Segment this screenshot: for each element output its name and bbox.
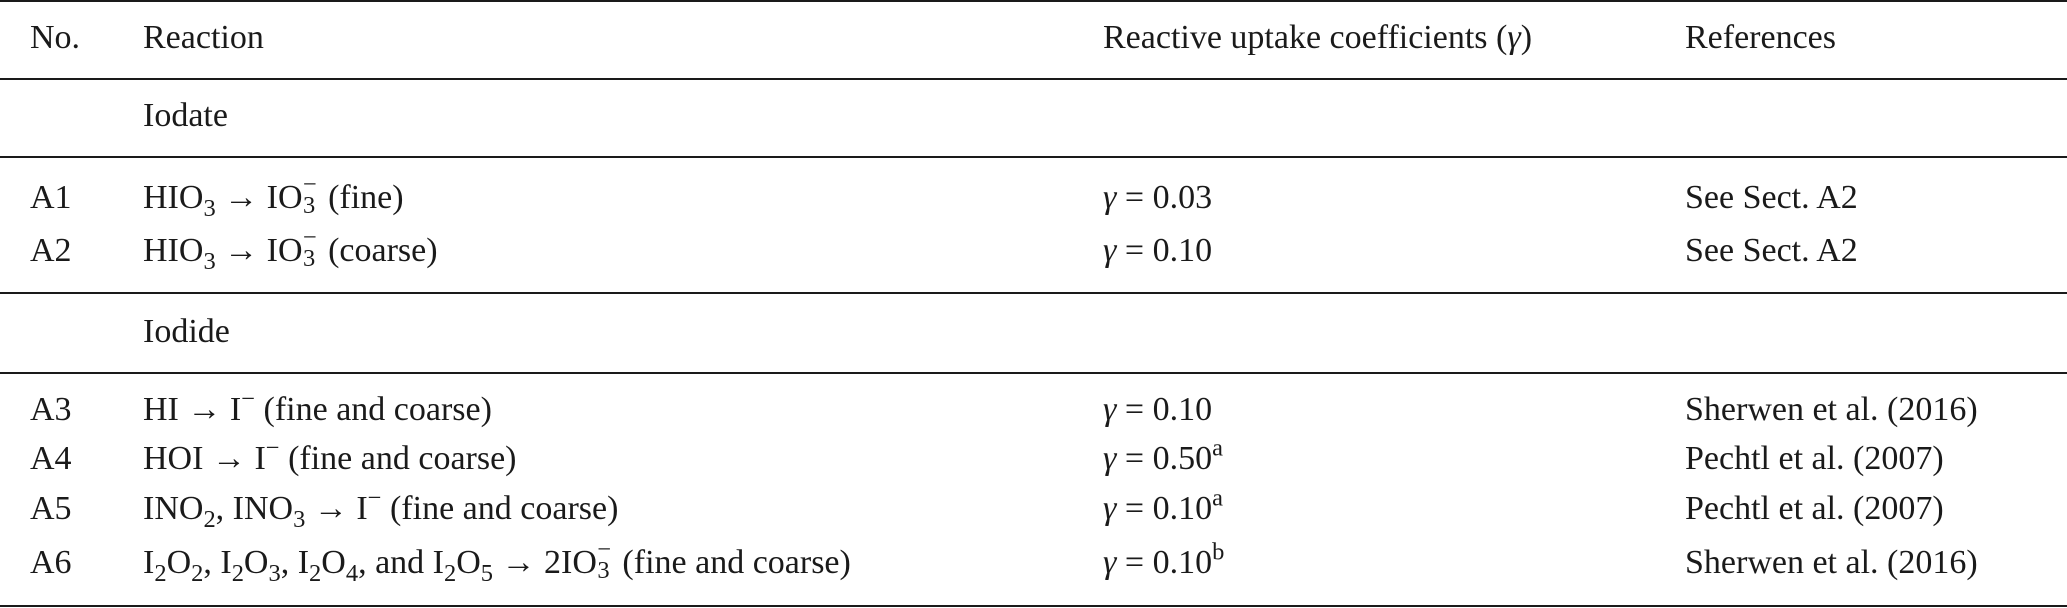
table-row: A6 I2O2, I2O3, I2O4, and I2O5 → 2IO −3 (f… [0, 536, 2067, 588]
section-rule [0, 292, 2067, 294]
row-reaction: HIO3 → IO −3 (fine) [143, 171, 404, 222]
row-gamma: γ = 0.10b [1103, 538, 1225, 581]
header-gamma: Reactive uptake coefficients (γ) [1103, 19, 1533, 56]
table-row: A4 HOI → I− (fine and coarse) γ = 0.50a … [0, 434, 2067, 484]
table-row: A5 INO2, INO3 → I− (fine and coarse) γ =… [0, 484, 2067, 534]
section-rule [0, 372, 2067, 374]
section-title: Iodate [143, 97, 228, 134]
row-reference: Sherwen et al. (2016) [1685, 391, 1978, 428]
row-reaction: HIO3 → IO −3 (coarse) [143, 224, 438, 275]
row-no: A2 [30, 232, 72, 269]
section-title: Iodide [143, 313, 230, 350]
row-reaction: I2O2, I2O3, I2O4, and I2O5 → 2IO −3 (fine… [143, 536, 851, 587]
row-reference: Pechtl et al. (2007) [1685, 440, 1944, 477]
row-no: A1 [30, 179, 72, 216]
row-reference: See Sect. A2 [1685, 179, 1858, 216]
row-gamma: γ = 0.50a [1103, 434, 1223, 477]
row-gamma: γ = 0.10 [1103, 391, 1213, 428]
header-reaction: Reaction [143, 19, 264, 56]
top-rule [0, 0, 2067, 2]
row-gamma: γ = 0.03 [1103, 179, 1213, 216]
table-row: A2 HIO3 → IO −3 (coarse) γ = 0.10 See Sec… [0, 224, 2067, 276]
bottom-rule [0, 605, 2067, 607]
row-reference: See Sect. A2 [1685, 232, 1858, 269]
table-row: A1 HIO3 → IO −3 (fine) γ = 0.03 See Sect.… [0, 171, 2067, 223]
section-rule [0, 156, 2067, 158]
row-reaction: HI → I− (fine and coarse) [143, 385, 492, 428]
row-no: A4 [30, 440, 72, 477]
row-reaction: HOI → I− (fine and coarse) [143, 434, 517, 477]
header-no: No. [30, 19, 81, 56]
row-reaction: INO2, INO3 → I− (fine and coarse) [143, 484, 619, 533]
header-row: No. Reaction Reactive uptake coefficient… [0, 13, 2067, 63]
row-no: A5 [30, 490, 72, 527]
table-row: A3 HI → I− (fine and coarse) γ = 0.10 Sh… [0, 385, 2067, 435]
row-no: A3 [30, 391, 72, 428]
section-title-row: Iodide [0, 307, 2067, 357]
row-gamma: γ = 0.10 [1103, 232, 1213, 269]
row-no: A6 [30, 544, 72, 581]
row-gamma: γ = 0.10a [1103, 484, 1223, 527]
header-rule [0, 78, 2067, 80]
row-reference: Sherwen et al. (2016) [1685, 544, 1978, 581]
header-references: References [1685, 19, 1837, 56]
row-reference: Pechtl et al. (2007) [1685, 490, 1944, 527]
section-title-row: Iodate [0, 91, 2067, 141]
